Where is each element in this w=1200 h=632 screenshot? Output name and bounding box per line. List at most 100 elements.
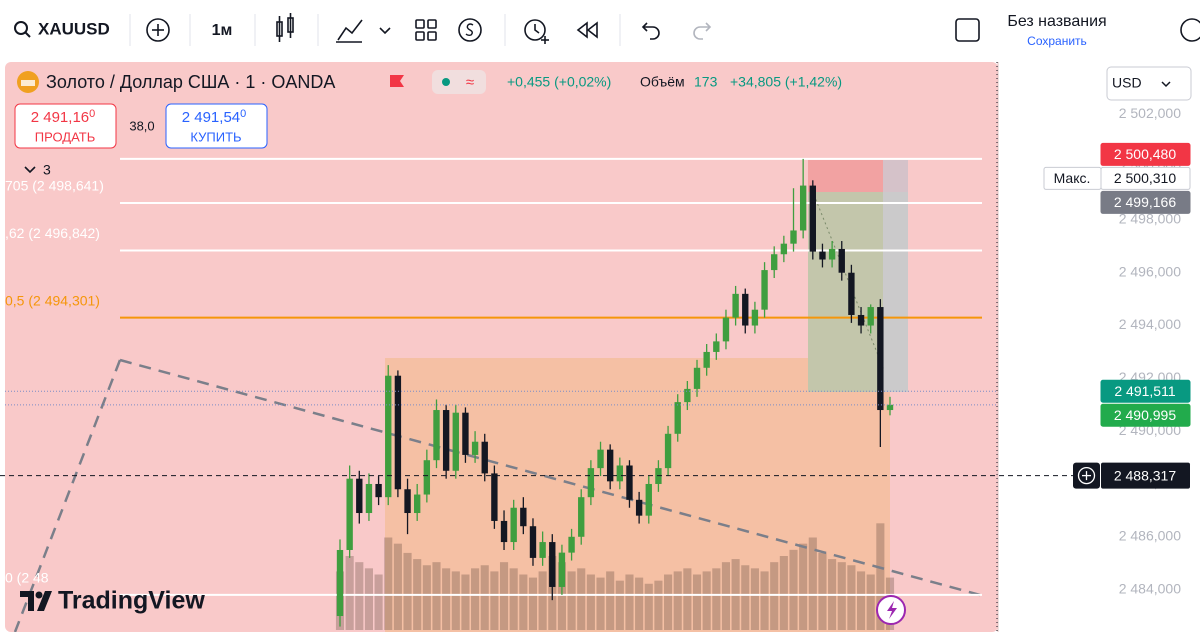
volume-value: 173 <box>694 74 718 90</box>
candle-body <box>568 536 575 553</box>
candle-body <box>471 441 479 455</box>
crosshair-add-icon <box>1077 466 1096 485</box>
volume-layer <box>335 523 895 630</box>
buy-price-main: 2 491,54 <box>182 109 240 126</box>
save-status[interactable]: Сохранить <box>1027 34 1087 48</box>
chart-type-button[interactable] <box>276 13 294 42</box>
candle-body <box>549 542 556 587</box>
candle-body <box>385 375 392 498</box>
sell-price[interactable]: 2 491,160 <box>31 108 96 126</box>
indicators-button[interactable] <box>336 19 391 43</box>
interval[interactable]: 1м <box>212 22 233 39</box>
fib-label: ,62 (2 496,842) <box>5 225 100 241</box>
volume-bar <box>567 571 576 630</box>
layout-icon[interactable] <box>955 18 980 42</box>
candle-body <box>606 449 614 482</box>
volume-bar <box>596 577 605 630</box>
sell-price-tail: 0 <box>89 108 95 120</box>
alert-button[interactable] <box>524 19 549 44</box>
crosshair-label-box <box>1101 462 1190 489</box>
currency[interactable]: USD <box>1112 75 1142 91</box>
volume-bar <box>403 552 412 630</box>
status-pill <box>432 70 486 94</box>
candle-body <box>867 307 874 326</box>
price-label: 2 491,511 <box>1114 383 1175 399</box>
candle-body <box>481 441 488 474</box>
volume-bar <box>644 583 653 630</box>
redo-button[interactable] <box>693 22 712 40</box>
price-label: 2 499,166 <box>1114 194 1176 210</box>
fib-label: 0,5 (2 494,301) <box>5 292 100 308</box>
position-projection <box>883 160 908 392</box>
candle-body <box>433 410 440 461</box>
fib-layer: 705 (2 498,641) ,62 (2 496,842) 0,5 (2 494… <box>5 157 982 596</box>
layout-name[interactable]: Без названия <box>1007 13 1106 30</box>
volume-bar <box>702 571 711 630</box>
volume-bar <box>615 580 624 630</box>
candle-body <box>394 375 402 490</box>
undo-button[interactable] <box>641 22 660 40</box>
scripts-button[interactable] <box>458 18 482 42</box>
candle-body <box>838 248 845 273</box>
volume-bar <box>818 552 827 630</box>
candle-body <box>635 499 643 516</box>
volume-bar <box>866 574 875 630</box>
candle-body <box>684 388 691 403</box>
candle-body <box>703 351 710 368</box>
replay-button[interactable] <box>576 21 598 39</box>
buy-label[interactable]: КУПИТЬ <box>190 129 241 144</box>
volume-bar <box>635 577 644 630</box>
candle-body <box>375 483 382 498</box>
candle-body <box>732 293 739 318</box>
candle-body <box>693 367 701 389</box>
candle-body <box>404 489 411 514</box>
candle-body <box>491 473 498 521</box>
volume-bar <box>374 574 383 630</box>
volume-bar <box>741 565 750 630</box>
candle-body <box>616 465 624 482</box>
candle-body <box>336 549 344 617</box>
candle-body <box>626 465 633 500</box>
buy-price-tail: 0 <box>240 108 246 120</box>
volume-bar <box>519 574 528 630</box>
position-path <box>811 189 885 371</box>
sell-label[interactable]: ПРОДАТЬ <box>35 129 96 144</box>
candle-body <box>713 341 720 352</box>
settings-button[interactable] <box>1180 18 1200 42</box>
indicators-count[interactable]: 3 <box>43 162 51 178</box>
y-tick-label: 2 486,000 <box>1119 527 1181 543</box>
candle-body <box>848 272 855 315</box>
search-icon[interactable] <box>14 21 31 38</box>
volume-bar <box>760 571 769 630</box>
symbol[interactable]: XAUUSD <box>38 19 110 38</box>
candle-body <box>742 293 749 326</box>
currency-button[interactable] <box>1106 66 1192 101</box>
volume-bar <box>799 543 808 630</box>
lightning-button[interactable] <box>876 595 906 625</box>
flag[interactable] <box>390 75 404 87</box>
price-label: 2 500,480 <box>1114 146 1176 162</box>
volume-bar <box>625 574 634 630</box>
candle-body <box>771 254 778 271</box>
indicators-toggle[interactable] <box>24 166 36 174</box>
volume-label: Объём <box>640 74 685 90</box>
volume-bar <box>837 562 846 630</box>
sell-button[interactable] <box>14 103 117 149</box>
price-label: 2 490,995 <box>1114 407 1176 423</box>
volume-bar <box>432 562 441 630</box>
buy-button[interactable] <box>165 103 268 149</box>
add-symbol-button[interactable] <box>146 18 170 42</box>
buy-price[interactable]: 2 491,540 <box>182 108 247 126</box>
candle-body <box>597 449 604 469</box>
price-label-box <box>1100 379 1191 403</box>
logo: TradingView <box>20 587 205 615</box>
volume-bar <box>451 571 460 630</box>
volume-bar <box>712 568 721 630</box>
volume-bar <box>847 565 856 630</box>
y-tick-label: 2 484,000 <box>1119 580 1181 596</box>
volume-bar <box>789 549 798 630</box>
layouts-button[interactable] <box>415 19 437 41</box>
volume-bar <box>692 574 702 630</box>
y-tick-label: 2 494,000 <box>1119 316 1181 332</box>
candle-body <box>558 552 566 587</box>
